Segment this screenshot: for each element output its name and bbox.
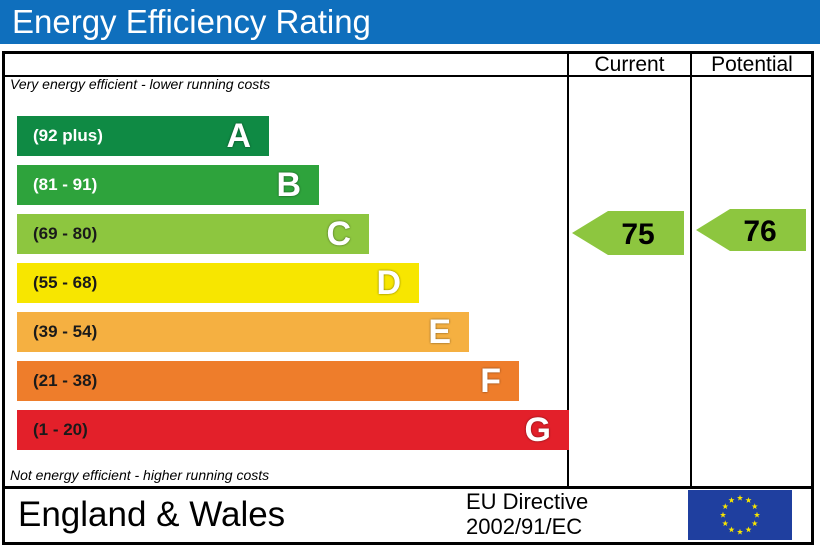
band-range-label: (1 - 20) (33, 420, 88, 439)
band-f: (21 - 38) F (17, 361, 519, 401)
potential-rating-value: 76 (743, 215, 776, 248)
eu-star (751, 503, 758, 510)
column-divider (690, 53, 692, 488)
potential-arrow-shape (696, 209, 806, 251)
band-c: (69 - 80) C (17, 214, 369, 254)
eu-star (719, 511, 727, 518)
rating-table-frame (2, 51, 814, 545)
eu-star (751, 520, 758, 527)
band-range-label: (55 - 68) (33, 273, 98, 292)
band-a: (92 plus) A (17, 116, 269, 156)
band-letter: A (226, 117, 251, 155)
band-range-label: (39 - 54) (33, 322, 98, 341)
current-rating-value: 75 (621, 218, 654, 251)
current-rating-arrow: 75 (572, 211, 684, 255)
directive-line-2: 2002/91/EC (466, 514, 583, 539)
eu-directive: EU Directive 2002/91/EC (466, 489, 588, 539)
band-letter: G (524, 411, 551, 449)
eu-star (745, 526, 752, 533)
eu-star (728, 526, 735, 533)
region-label: England & Wales (18, 495, 286, 534)
band-range-label: (69 - 80) (33, 224, 98, 243)
band-e: (39 - 54) E (17, 312, 469, 352)
eu-star (728, 497, 735, 503)
eu-star (722, 503, 729, 510)
band-letter: C (326, 215, 351, 253)
top-note: Very energy efficient - lower running co… (10, 76, 271, 92)
eu-star (753, 511, 761, 518)
band-d: (55 - 68) D (17, 263, 419, 303)
band-letter: D (376, 264, 401, 302)
band-b: (81 - 91) B (17, 165, 319, 205)
band-letter: F (480, 362, 501, 400)
header-divider (4, 75, 812, 77)
potential-rating-arrow: 76 (696, 209, 806, 251)
potential-column-header: Potential (711, 53, 793, 76)
band-range-label: (81 - 91) (33, 175, 98, 194)
current-arrow-shape (572, 211, 684, 255)
band-g: (1 - 20) G (17, 410, 569, 450)
column-divider (567, 53, 569, 488)
band-range-label: (21 - 38) (33, 371, 98, 390)
title-bar: Energy Efficiency Rating (0, 0, 820, 44)
directive-line-1: EU Directive (466, 489, 589, 514)
eu-star (736, 494, 744, 501)
page-title: Energy Efficiency Rating (12, 3, 371, 40)
eu-flag-icon (688, 490, 792, 540)
current-column-header: Current (594, 53, 665, 76)
eu-star (722, 520, 729, 527)
band-letter: E (428, 313, 451, 351)
eu-star (736, 528, 744, 535)
band-range-label: (92 plus) (33, 126, 103, 145)
footer-divider (4, 486, 812, 489)
bottom-note: Not energy efficient - higher running co… (10, 467, 270, 483)
eu-star (745, 497, 752, 503)
band-letter: B (276, 166, 301, 204)
